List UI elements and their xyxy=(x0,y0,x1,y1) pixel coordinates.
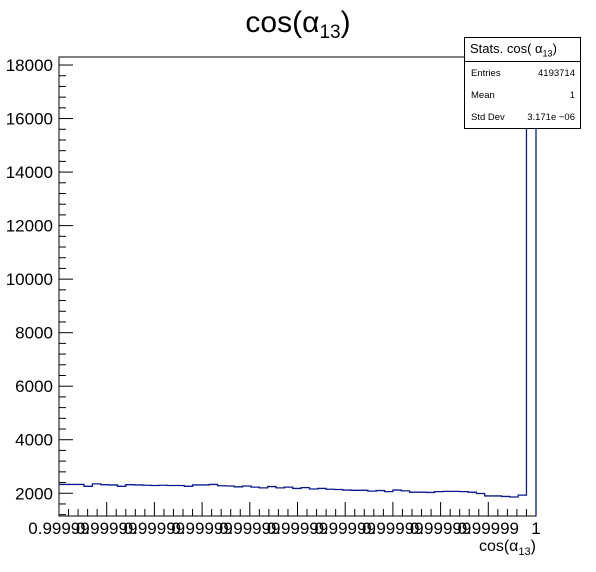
stats-stddev-key: Std Dev xyxy=(471,112,505,123)
stats-entries-key: Entries xyxy=(471,68,501,79)
stats-entries-value: 4193714 xyxy=(538,68,575,79)
y-tick-label: 8000 xyxy=(15,324,53,343)
y-tick-label: 6000 xyxy=(15,377,53,396)
x-axis-label: cos(α13) xyxy=(479,538,536,558)
stats-stddev-value: 3.171e −06 xyxy=(527,112,575,123)
stats-row-entries: Entries 4193714 xyxy=(465,64,580,84)
x-tick-label: 0.99999 xyxy=(267,519,328,538)
chart-title: cos(α13) xyxy=(245,6,350,43)
x-tick-label: 0.99999 xyxy=(76,519,137,538)
y-tick-label: 14000 xyxy=(6,163,53,182)
y-tick-label: 4000 xyxy=(15,431,53,450)
y-tick-label: 18000 xyxy=(6,56,53,75)
x-axis: 0.999990.999990.999990.999990.999990.999… xyxy=(28,502,541,538)
y-axis: 2000 4000 6000 8000 10000 12000 14000 16000 1800… xyxy=(6,56,73,516)
stats-box: Stats. cos( α13) Entries 4193714 Mean 1 … xyxy=(464,37,581,129)
stats-row-stddev: Std Dev 3.171e −06 xyxy=(465,108,580,128)
x-tick-label: 0.99999 xyxy=(124,519,185,538)
stats-mean-key: Mean xyxy=(471,90,495,101)
x-tick-label: 0.99999 xyxy=(458,519,519,538)
stats-title: Stats. cos( α13) xyxy=(465,38,580,62)
stats-row-mean: Mean 1 xyxy=(465,86,580,106)
stats-mean-value: 1 xyxy=(569,90,575,101)
x-tick-label: 1 xyxy=(531,519,540,538)
y-tick-label: 12000 xyxy=(6,217,53,236)
y-tick-label: 16000 xyxy=(6,110,53,129)
x-tick-label: 0.99999 xyxy=(314,519,375,538)
x-tick-label: 0.99999 xyxy=(28,519,89,538)
x-tick-label: 0.99999 xyxy=(171,519,232,538)
x-tick-label: 0.99999 xyxy=(410,519,471,538)
histogram-series xyxy=(59,63,537,516)
x-tick-label: 0.99999 xyxy=(219,519,280,538)
x-tick-label: 0.99999 xyxy=(362,519,423,538)
y-tick-label: 10000 xyxy=(6,270,53,289)
y-tick-label: 2000 xyxy=(15,484,53,503)
